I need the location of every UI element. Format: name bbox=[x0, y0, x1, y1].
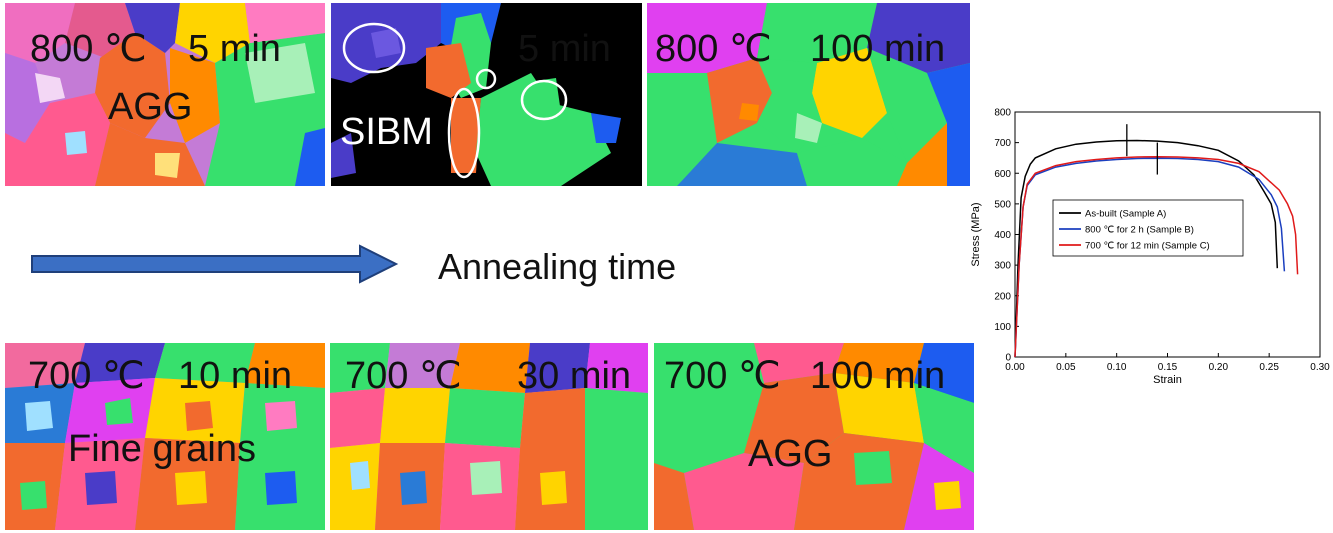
ebsd-map-800c-5min-agg bbox=[5, 3, 325, 186]
panel3-time-label: 100 min bbox=[810, 28, 946, 70]
y-tick-label: 0 bbox=[1005, 353, 1011, 364]
x-tick-label: 0.25 bbox=[1259, 362, 1279, 373]
y-axis-label: Stress (MPa) bbox=[970, 202, 982, 266]
x-tick-label: 0.10 bbox=[1107, 362, 1127, 373]
x-tick-label: 0.20 bbox=[1209, 362, 1229, 373]
ebsd-map-700c-10min-fine bbox=[5, 343, 325, 530]
x-axis-label: Strain bbox=[1153, 374, 1182, 386]
x-tick-label: 0.00 bbox=[1005, 362, 1025, 373]
y-tick-label: 200 bbox=[994, 291, 1011, 302]
y-tick-label: 800 bbox=[994, 108, 1011, 119]
legend-entry-0: As-built (Sample A) bbox=[1085, 209, 1166, 220]
annealing-time-arrow bbox=[31, 244, 399, 284]
panel5-temp-label: 700 ℃ bbox=[345, 355, 462, 397]
legend-box bbox=[1052, 199, 1244, 257]
y-tick-label: 700 bbox=[994, 138, 1011, 149]
panel4-time-label: 10 min bbox=[178, 355, 293, 397]
grain-pattern bbox=[5, 343, 325, 530]
grain-pattern bbox=[654, 343, 974, 530]
panel2-time-label: 5 min bbox=[518, 28, 611, 70]
annealing-time-label: Annealing time bbox=[438, 246, 677, 287]
ebsd-map-700c-100min-agg bbox=[654, 343, 974, 530]
series-line-0 bbox=[1014, 139, 1279, 358]
panel4-temp-label: 700 ℃ bbox=[28, 355, 145, 397]
ebsd-map-700c-30min bbox=[330, 343, 648, 530]
grain-pattern bbox=[647, 3, 970, 186]
y-tick-label: 100 bbox=[994, 322, 1011, 333]
x-tick-label: 0.30 bbox=[1310, 362, 1330, 373]
x-tick-label: 0.05 bbox=[1056, 362, 1076, 373]
y-tick-label: 400 bbox=[994, 230, 1011, 241]
grain-pattern bbox=[5, 3, 325, 186]
panel6-time-label: 100 min bbox=[810, 355, 946, 397]
panel6-agg-label: AGG bbox=[748, 433, 833, 475]
series-line-1 bbox=[1014, 157, 1286, 358]
chart-series bbox=[1014, 124, 1299, 358]
y-tick-label: 300 bbox=[994, 261, 1011, 272]
legend-entry-2: 700 ℃ for 12 min (Sample C) bbox=[1085, 241, 1210, 252]
panel5-time-label: 30 min bbox=[517, 355, 632, 397]
panel4-fine-grains-label: Fine grains bbox=[68, 428, 256, 470]
ebsd-map-800c-100min bbox=[647, 3, 970, 186]
x-tick-label: 0.15 bbox=[1158, 362, 1178, 373]
panel1-agg-label: AGG bbox=[108, 86, 193, 128]
chart-legend: As-built (Sample A) 800 ℃ for 2 h (Sample… bbox=[1052, 199, 1244, 257]
ebsd-map-5min-sibm bbox=[331, 3, 642, 186]
panel1-temp-label: 800 ℃ bbox=[30, 28, 147, 70]
stress-strain-chart: 0.00 0.05 0.10 0.15 0.20 0.25 0.30 0 100 200 300 40… bbox=[970, 108, 1330, 387]
grain-pattern bbox=[330, 343, 648, 530]
legend-entry-1: 800 ℃ for 2 h (Sample B) bbox=[1085, 225, 1194, 236]
panel1-time-label: 5 min bbox=[188, 28, 281, 70]
grain-pattern bbox=[331, 3, 642, 186]
y-tick-label: 600 bbox=[994, 169, 1011, 180]
panel6-temp-label: 700 ℃ bbox=[664, 355, 781, 397]
highlight-ellipses bbox=[342, 22, 568, 179]
panel2-sibm-label: SIBM bbox=[340, 111, 433, 153]
chart-axes: 0.00 0.05 0.10 0.15 0.20 0.25 0.30 0 100 200 300 40… bbox=[994, 108, 1330, 374]
panel3-temp-label: 800 ℃ bbox=[655, 28, 772, 70]
y-tick-label: 500 bbox=[994, 199, 1011, 210]
